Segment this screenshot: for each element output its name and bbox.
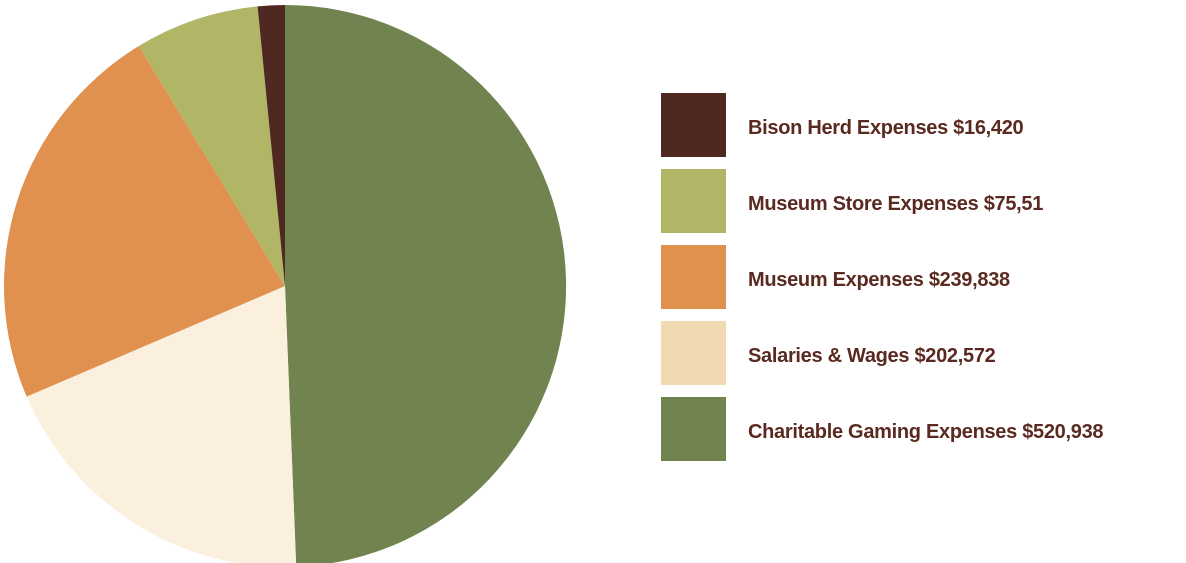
legend-item-museum-store: Museum Store Expenses $75,51 — [661, 169, 1181, 233]
legend-label-museum: Museum Expenses $239,838 — [748, 269, 1010, 291]
legend-swatch-museum — [661, 245, 726, 309]
pie-slice-0 — [285, 5, 567, 563]
legend-label-museum-store: Museum Store Expenses $75,51 — [748, 193, 1044, 215]
pie-chart — [3, 4, 567, 563]
legend-label-salaries-wages: Salaries & Wages $202,572 — [748, 345, 996, 367]
legend-swatch-charitable-gaming — [661, 397, 726, 461]
legend-label-charitable-gaming: Charitable Gaming Expenses $520,938 — [748, 421, 1104, 443]
legend-item-bison-herd: Bison Herd Expenses $16,420 — [661, 93, 1181, 157]
pie-slice-1 — [26, 286, 297, 563]
legend-item-museum: Museum Expenses $239,838 — [661, 245, 1181, 309]
legend: Bison Herd Expenses $16,420 Museum Store… — [661, 93, 1181, 473]
pie-slice-3 — [138, 6, 285, 287]
legend-label-bison-herd: Bison Herd Expenses $16,420 — [748, 117, 1024, 139]
legend-item-charitable-gaming: Charitable Gaming Expenses $520,938 — [661, 397, 1181, 461]
legend-item-salaries-wages: Salaries & Wages $202,572 — [661, 321, 1181, 385]
legend-swatch-salaries-wages — [661, 321, 726, 385]
legend-swatch-bison-herd — [661, 93, 726, 157]
pie-slice-4 — [257, 4, 285, 286]
pie-slices — [3, 4, 567, 563]
pie-slice-2 — [3, 46, 285, 397]
legend-swatch-museum-store — [661, 169, 726, 233]
